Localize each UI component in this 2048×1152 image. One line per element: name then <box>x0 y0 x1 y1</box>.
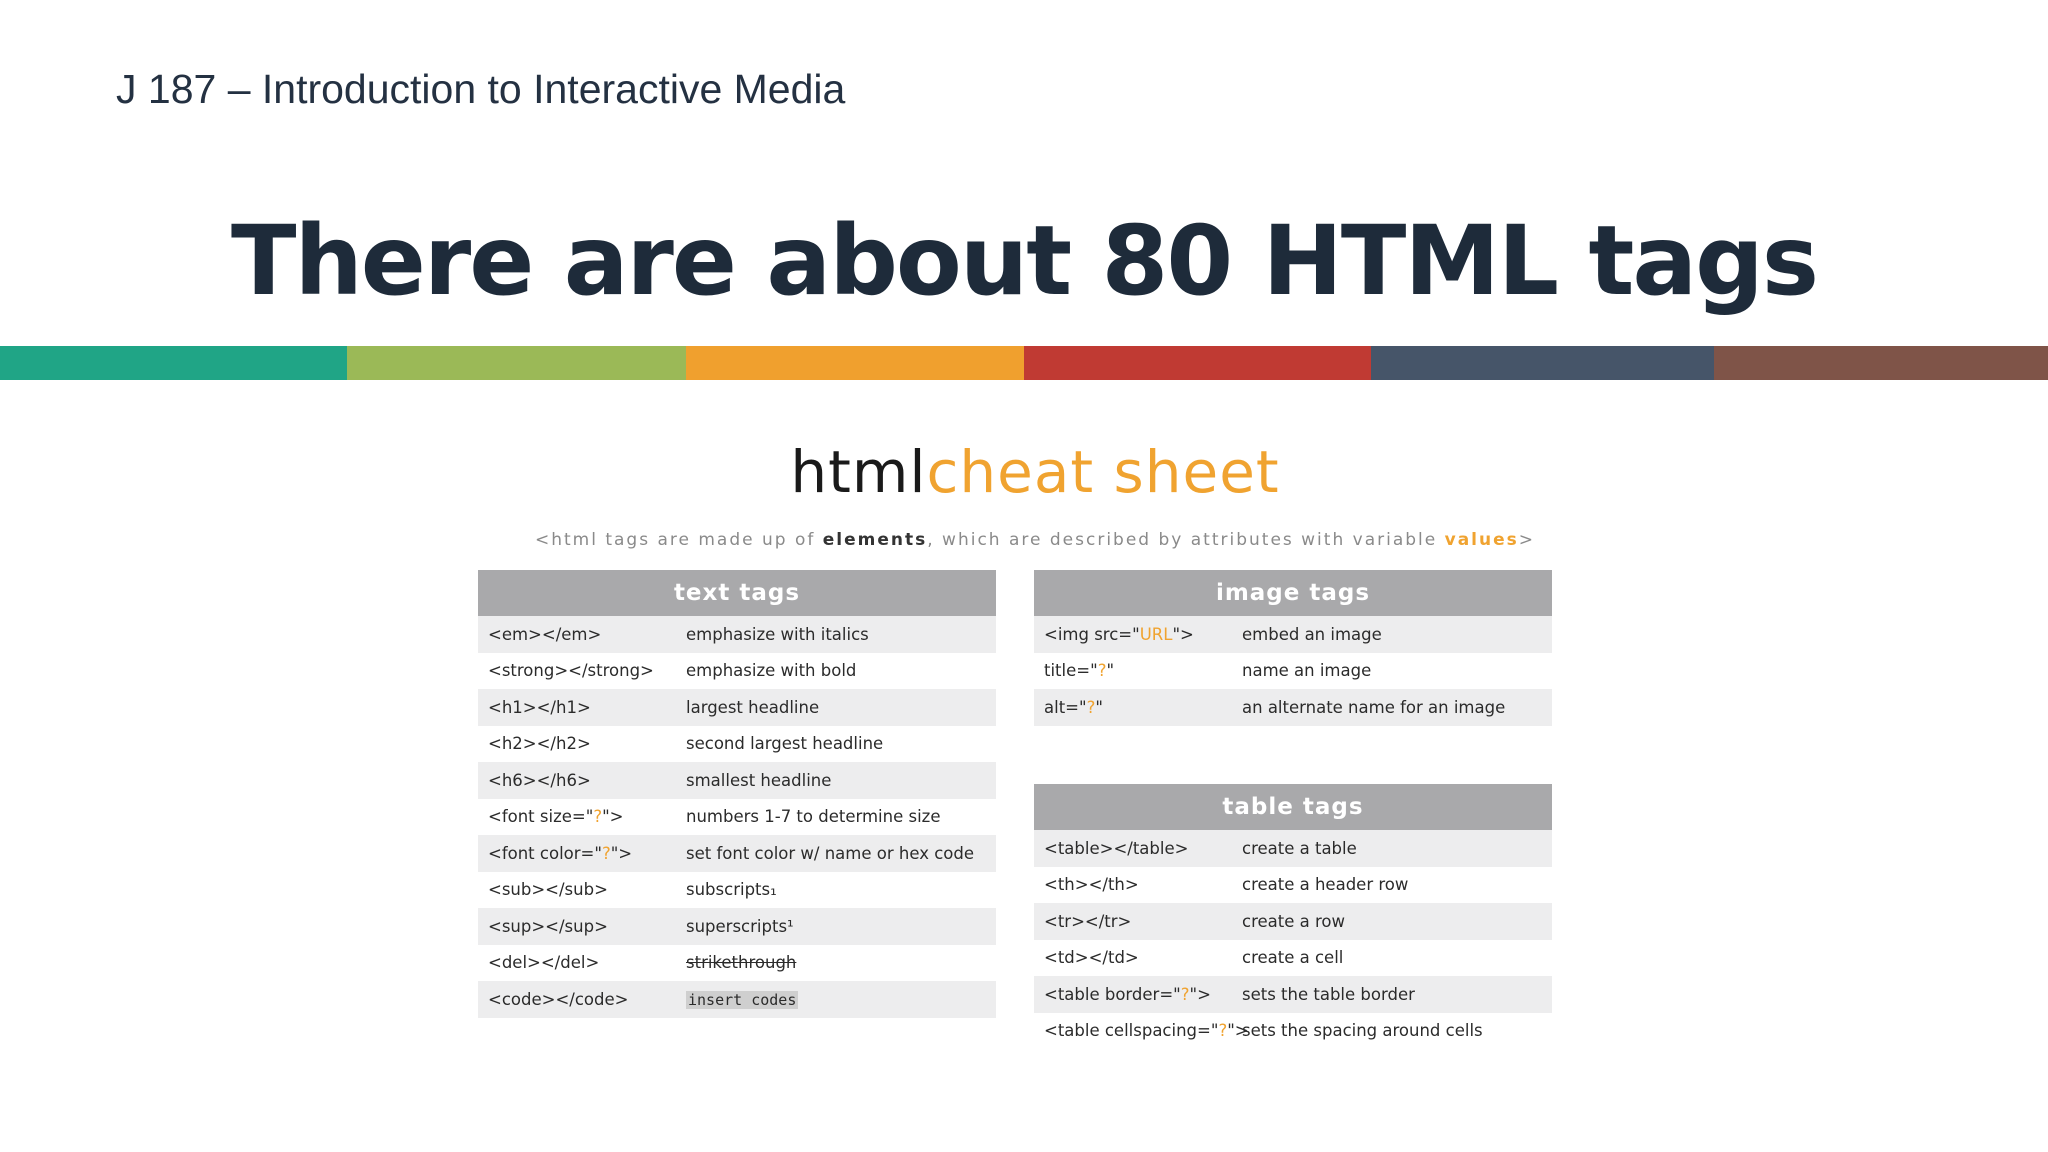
tag-cell: <h6></h6> <box>488 770 591 790</box>
table-row: <code></code> insert codes <box>478 981 996 1018</box>
description-cell: name an image <box>1242 661 1372 681</box>
description-cell: an alternate name for an image <box>1242 697 1506 717</box>
tag-cell: <img src="URL"> <box>1044 624 1194 644</box>
description-cell: subscripts₁ <box>686 880 777 900</box>
color-bar <box>0 346 2048 380</box>
table-tags-header: table tags <box>1034 784 1552 830</box>
description-cell: sets the table border <box>1242 984 1415 1004</box>
description-cell: second largest headline <box>686 734 884 754</box>
cheat-sheet-title-html: html <box>790 438 927 506</box>
tag-cell: <code></code> <box>488 989 629 1009</box>
cheat-sheet-image: htmlcheat sheet <html tags are made up o… <box>460 420 1610 1060</box>
subtitle-values: values <box>1444 530 1519 550</box>
description-cell: largest headline <box>686 697 820 717</box>
table-row: <em></em> emphasize with italics <box>478 616 996 653</box>
description-cell: set font color w/ name or hex code <box>686 843 974 863</box>
description-cell: insert codes <box>686 990 996 1009</box>
tag-cell: <table></table> <box>1044 838 1189 858</box>
table-row: <th></th> create a header row <box>1034 866 1552 903</box>
description-cell: create a row <box>1242 911 1345 931</box>
color-bar-segment <box>1371 346 1714 380</box>
description-cell: emphasize with italics <box>686 624 869 644</box>
description-cell: create a header row <box>1242 875 1409 895</box>
image-tags-table: image tags <img src="URL"> embed an image… <box>1034 570 1552 726</box>
table-row: <h1></h1> largest headline <box>478 689 996 726</box>
table-row: <table></table> create a table <box>1034 830 1552 867</box>
table-row: <font color="?"> set font color w/ name o… <box>478 835 996 872</box>
tag-cell: <table cellspacing="?"> <box>1044 1021 1249 1041</box>
description-cell: superscripts¹ <box>686 916 794 936</box>
tag-cell: <table border="?"> <box>1044 984 1211 1004</box>
table-row: <sub></sub> subscripts₁ <box>478 871 996 908</box>
tag-cell: <td></td> <box>1044 948 1139 968</box>
slide-title: There are about 80 HTML tags <box>230 205 1819 317</box>
cheat-sheet-subtitle: <html tags are made up of elements, whic… <box>460 530 1610 550</box>
table-row: <strong></strong> emphasize with bold <box>478 652 996 689</box>
description-cell: create a cell <box>1242 948 1344 968</box>
text-tags-header: text tags <box>478 570 996 616</box>
tag-cell: <sup></sup> <box>488 916 608 936</box>
description-cell: create a table <box>1242 838 1357 858</box>
tag-cell: alt="?" <box>1044 697 1103 717</box>
tag-cell: <font size="?"> <box>488 807 624 827</box>
table-row: <del></del> strikethrough <box>478 944 996 981</box>
tag-cell: <tr></tr> <box>1044 911 1132 931</box>
description-cell: embed an image <box>1242 624 1382 644</box>
table-tags-table: table tags <table></table> create a table… <box>1034 784 1552 1049</box>
description-cell: emphasize with bold <box>686 661 857 681</box>
table-row: title="?" name an image <box>1034 652 1552 689</box>
subtitle-post: > <box>1518 530 1536 550</box>
description-cell: smallest headline <box>686 770 832 790</box>
table-row: <font size="?"> numbers 1-7 to determine … <box>478 798 996 835</box>
color-bar-segment <box>1714 346 2048 380</box>
course-label: J 187 – Introduction to Interactive Medi… <box>116 66 846 112</box>
tag-cell: <h2></h2> <box>488 734 591 754</box>
table-row: <h2></h2> second largest headline <box>478 725 996 762</box>
tag-cell: title="?" <box>1044 661 1115 681</box>
table-row: <sup></sup> superscripts¹ <box>478 908 996 945</box>
subtitle-elements: elements <box>822 530 928 550</box>
description-cell: sets the spacing around cells <box>1242 1021 1483 1041</box>
code-sample: insert codes <box>686 990 799 1009</box>
cheat-sheet-title-cheatsheet: cheat sheet <box>926 438 1280 506</box>
image-tags-header: image tags <box>1034 570 1552 616</box>
subtitle-mid: , which are described by attributes with… <box>927 530 1445 550</box>
cheat-sheet-title: htmlcheat sheet <box>460 438 1610 506</box>
color-bar-segment <box>347 346 686 380</box>
text-tags-table: text tags <em></em> emphasize with italic… <box>478 570 996 1018</box>
color-bar-segment <box>0 346 347 380</box>
table-row: <td></td> create a cell <box>1034 939 1552 976</box>
description-cell: strikethrough <box>686 953 797 973</box>
tag-cell: <strong></strong> <box>488 661 654 681</box>
color-bar-segment <box>1024 346 1371 380</box>
color-bar-segment <box>686 346 1024 380</box>
tag-cell: <h1></h1> <box>488 697 591 717</box>
table-row: <h6></h6> smallest headline <box>478 762 996 799</box>
tag-cell: <del></del> <box>488 953 600 973</box>
table-row: <tr></tr> create a row <box>1034 903 1552 940</box>
tag-cell: <font color="?"> <box>488 843 633 863</box>
tag-cell: <sub></sub> <box>488 880 608 900</box>
table-row: alt="?" an alternate name for an image <box>1034 689 1552 726</box>
description-cell: numbers 1-7 to determine size <box>686 807 941 827</box>
table-row: <table cellspacing="?"> sets the spacing … <box>1034 1012 1552 1049</box>
table-row: <table border="?"> sets the table border <box>1034 976 1552 1013</box>
subtitle-pre: <html tags are made up of <box>534 530 823 550</box>
tag-cell: <em></em> <box>488 624 602 644</box>
tag-cell: <th></th> <box>1044 875 1139 895</box>
table-row: <img src="URL"> embed an image <box>1034 616 1552 653</box>
